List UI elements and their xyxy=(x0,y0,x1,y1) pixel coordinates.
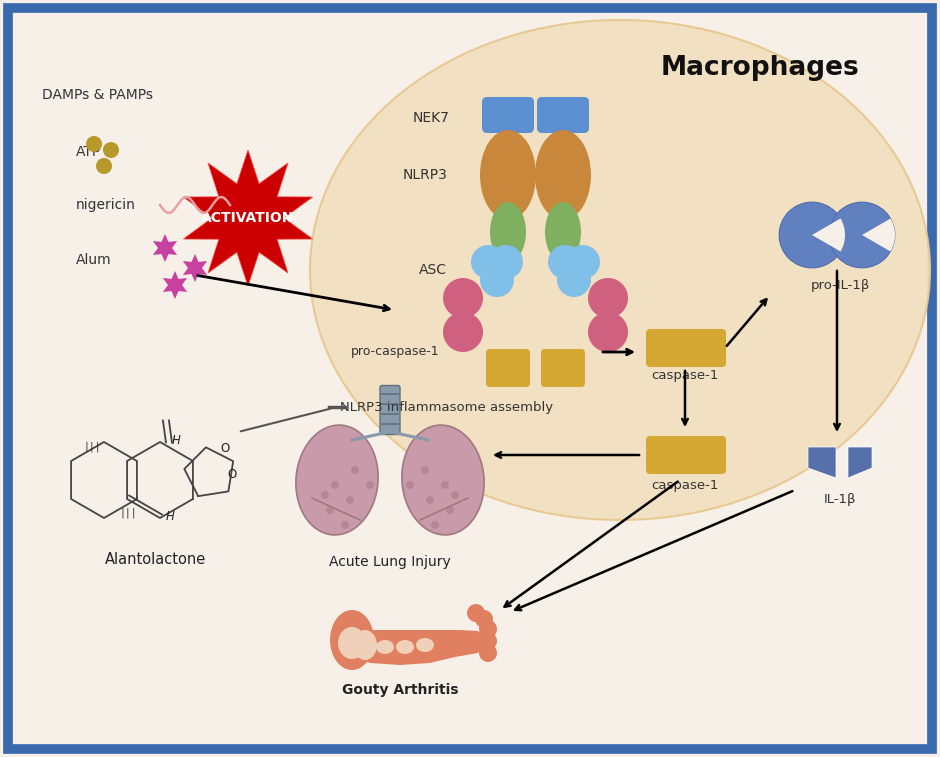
Text: NEK7: NEK7 xyxy=(413,111,450,125)
FancyBboxPatch shape xyxy=(646,329,690,367)
Circle shape xyxy=(588,278,628,318)
Circle shape xyxy=(346,496,354,504)
Text: O: O xyxy=(220,443,229,456)
Circle shape xyxy=(443,278,483,318)
Circle shape xyxy=(341,521,349,529)
FancyBboxPatch shape xyxy=(8,8,932,749)
Text: Macrophages: Macrophages xyxy=(661,55,859,81)
Ellipse shape xyxy=(402,425,484,535)
Text: nigericin: nigericin xyxy=(76,198,136,212)
Polygon shape xyxy=(183,254,207,282)
Circle shape xyxy=(421,466,429,474)
Ellipse shape xyxy=(296,425,378,535)
Text: IL-1β: IL-1β xyxy=(823,494,856,506)
Polygon shape xyxy=(848,447,872,478)
FancyBboxPatch shape xyxy=(682,329,726,367)
Circle shape xyxy=(321,491,329,499)
Circle shape xyxy=(86,136,102,152)
Polygon shape xyxy=(153,234,177,262)
Text: |||: ||| xyxy=(119,508,137,519)
Text: ACTIVATION: ACTIVATION xyxy=(201,211,294,225)
Circle shape xyxy=(779,202,845,268)
Ellipse shape xyxy=(490,202,526,262)
Circle shape xyxy=(779,202,845,268)
Text: H: H xyxy=(165,510,175,524)
FancyBboxPatch shape xyxy=(537,97,589,133)
Polygon shape xyxy=(808,447,836,478)
FancyBboxPatch shape xyxy=(682,436,726,474)
Circle shape xyxy=(548,245,582,279)
FancyBboxPatch shape xyxy=(646,436,690,474)
Circle shape xyxy=(451,491,459,499)
Circle shape xyxy=(406,481,414,489)
Polygon shape xyxy=(345,630,485,665)
Wedge shape xyxy=(812,219,845,251)
Ellipse shape xyxy=(416,638,434,652)
FancyBboxPatch shape xyxy=(541,349,585,387)
Circle shape xyxy=(443,312,483,352)
FancyBboxPatch shape xyxy=(380,385,400,435)
Circle shape xyxy=(471,245,505,279)
FancyBboxPatch shape xyxy=(482,97,534,133)
Text: |||: ||| xyxy=(83,442,101,452)
Circle shape xyxy=(96,158,112,174)
Text: pro-IL-1β: pro-IL-1β xyxy=(810,279,870,291)
Text: NLRP3: NLRP3 xyxy=(402,168,447,182)
Ellipse shape xyxy=(330,610,374,670)
Circle shape xyxy=(446,506,454,514)
Circle shape xyxy=(479,632,497,650)
Circle shape xyxy=(566,245,600,279)
FancyBboxPatch shape xyxy=(486,349,530,387)
Text: DAMPs & PAMPs: DAMPs & PAMPs xyxy=(42,88,153,102)
Wedge shape xyxy=(862,219,895,251)
Circle shape xyxy=(103,142,119,158)
Text: Alum: Alum xyxy=(76,253,112,267)
Ellipse shape xyxy=(545,202,581,262)
Text: Gouty Arthritis: Gouty Arthritis xyxy=(342,683,459,697)
Circle shape xyxy=(588,312,628,352)
Circle shape xyxy=(441,481,449,489)
Text: O: O xyxy=(227,469,237,481)
Text: ATP: ATP xyxy=(76,145,102,159)
Ellipse shape xyxy=(376,640,394,654)
Ellipse shape xyxy=(353,630,377,660)
Circle shape xyxy=(426,496,434,504)
Ellipse shape xyxy=(338,627,366,659)
Ellipse shape xyxy=(480,130,536,220)
Circle shape xyxy=(475,610,493,628)
Text: Alantolactone: Alantolactone xyxy=(105,553,207,568)
Polygon shape xyxy=(163,271,187,299)
Circle shape xyxy=(480,263,514,297)
Circle shape xyxy=(366,481,374,489)
Polygon shape xyxy=(183,150,313,286)
Circle shape xyxy=(479,620,497,638)
Circle shape xyxy=(331,481,339,489)
Circle shape xyxy=(829,202,895,268)
Ellipse shape xyxy=(535,130,591,220)
Circle shape xyxy=(431,521,439,529)
Text: caspase-1: caspase-1 xyxy=(651,369,719,382)
Text: NLRP3 inflammasome assembly: NLRP3 inflammasome assembly xyxy=(340,401,553,415)
Circle shape xyxy=(557,263,591,297)
Circle shape xyxy=(479,644,497,662)
Text: ASC: ASC xyxy=(419,263,447,277)
Ellipse shape xyxy=(310,20,930,520)
Circle shape xyxy=(489,245,523,279)
Text: H: H xyxy=(172,434,180,447)
Circle shape xyxy=(351,466,359,474)
Text: caspase-1: caspase-1 xyxy=(651,478,719,491)
Circle shape xyxy=(467,604,485,622)
Text: Acute Lung Injury: Acute Lung Injury xyxy=(329,555,451,569)
Circle shape xyxy=(829,202,895,268)
Text: pro-caspase-1: pro-caspase-1 xyxy=(352,345,440,359)
Ellipse shape xyxy=(396,640,414,654)
Circle shape xyxy=(326,506,334,514)
